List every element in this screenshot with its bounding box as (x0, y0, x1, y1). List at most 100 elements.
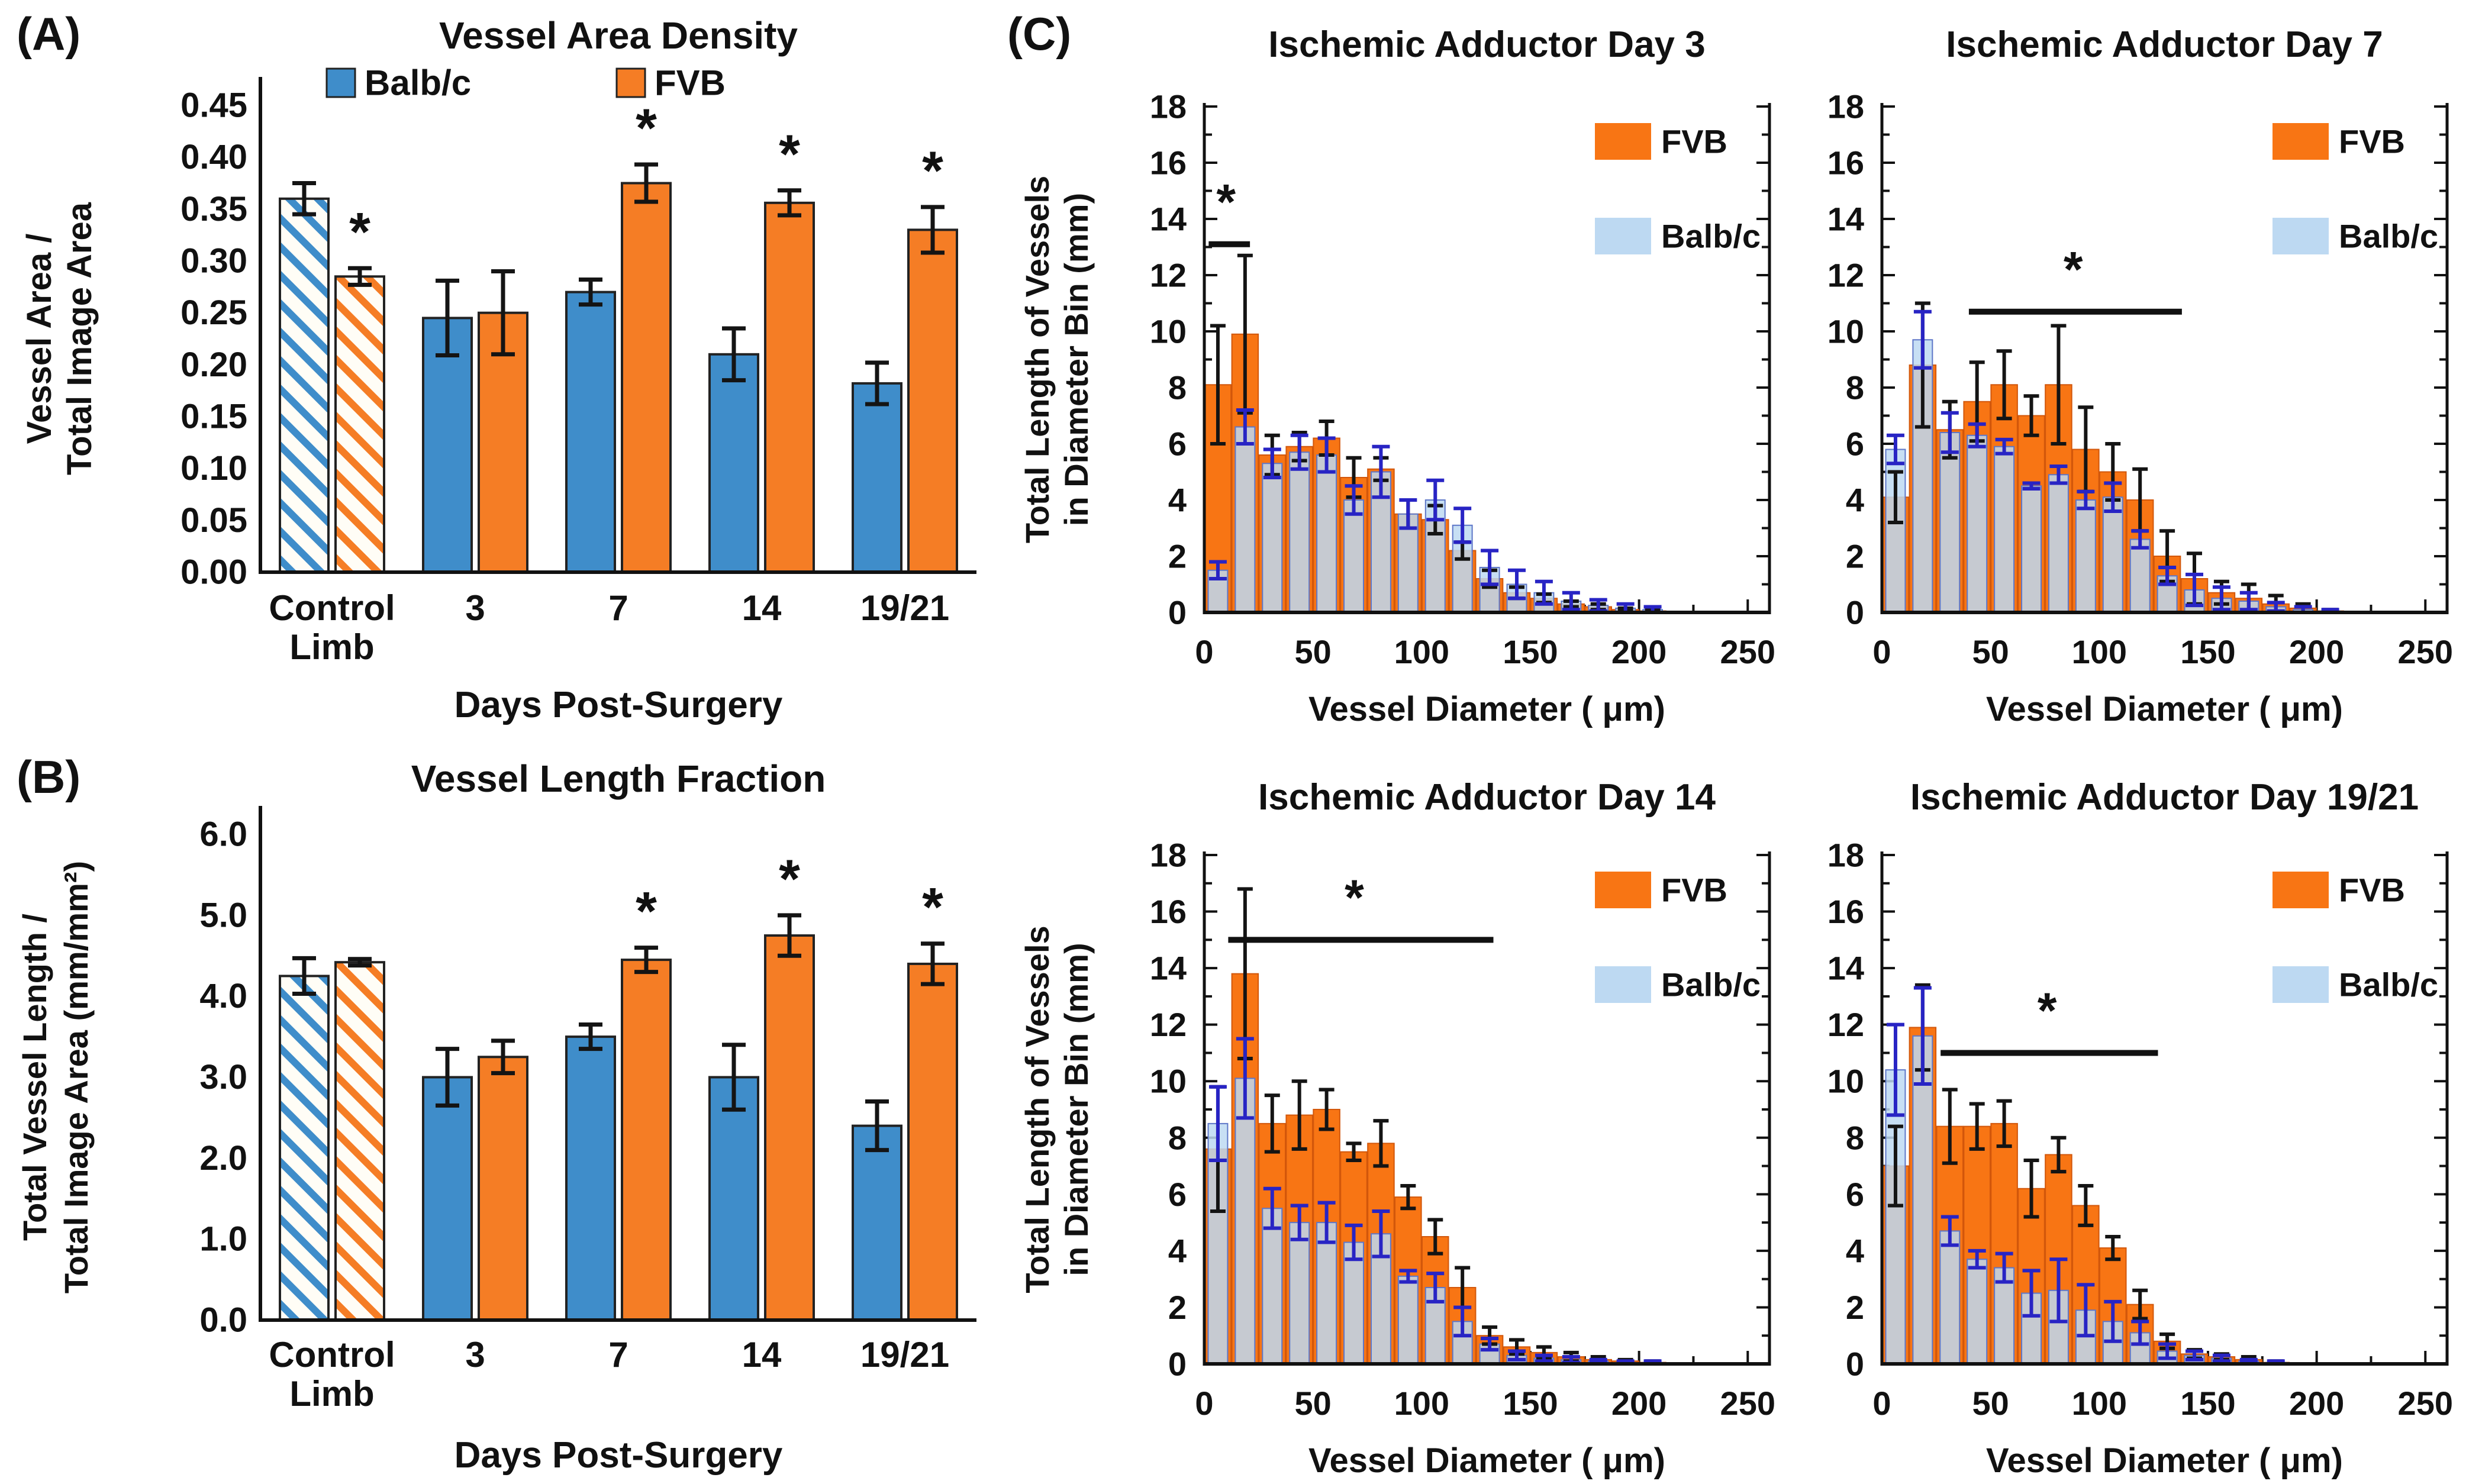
error-bar-Balbc-10 (2158, 1342, 2177, 1360)
hist-bar-Balbc-2 (1939, 1230, 1961, 1365)
y-tick-label: 14 (1150, 201, 1187, 238)
error-bar-FVB-3 (1969, 1102, 1985, 1151)
legend-label-FVB: FVB (2339, 123, 2405, 160)
x-tick-label: 14 (742, 1335, 782, 1375)
x-tick-label: 100 (1394, 1385, 1449, 1422)
significance-star: * (779, 124, 800, 185)
x-tick-label: 150 (1503, 1385, 1558, 1422)
hist-bar-Balbc-6 (2048, 474, 2069, 613)
error-bar-Balbc-4 (1317, 436, 1336, 474)
bar-FVB-Control-Limb (334, 275, 385, 573)
error-bar-Balb/c-0 (292, 956, 316, 996)
legend-label-FVB: FVB (655, 63, 726, 103)
error-bar-Balbc-8 (1426, 478, 1445, 522)
error-bar-FVB-0 (348, 266, 372, 287)
ischemic-adductor-day19-21-chart: Ischemic Adductor Day 19/21 * 0 2 4 6 8 10 12 14 1… (1775, 757, 2482, 1484)
y-tick-label: 2 (1846, 1289, 1864, 1326)
y-tick-label: 0.35 (180, 190, 247, 228)
error-bar-FVB-0 (1887, 1124, 1903, 1208)
significance-star: * (2064, 241, 2083, 297)
error-bar-FVB-5 (2023, 394, 2039, 437)
error-bar-Balb/c-1 (436, 278, 459, 358)
error-bar-FVB-4 (921, 941, 945, 986)
chart-title: Vessel Area Density (439, 14, 798, 57)
error-bar-FVB-0 (1887, 470, 1903, 524)
x-axis-label: Days Post-Surgery (455, 1435, 783, 1476)
x-tick-label: 0 (1872, 633, 1891, 670)
x-tick-label: 100 (1394, 633, 1449, 670)
y-tick-label: 0 (1846, 594, 1864, 631)
y-tick-label: 0.15 (180, 398, 247, 436)
bar-Balb/c-14 (708, 1076, 759, 1321)
error-bar-FVB-8 (1427, 1218, 1443, 1256)
ischemic-adductor-day14-chart: Ischemic Adductor Day 14 Total Length of … (994, 757, 1775, 1484)
bar-FVB-14 (764, 201, 815, 573)
error-bar-Balb/c-3 (722, 326, 746, 383)
panel-c-label: (C) (1007, 8, 1072, 60)
error-bar-Balbc-9 (1453, 507, 1472, 544)
y-axis-label: Total Length of Vessels (1018, 925, 1056, 1293)
x-tick-label: 0 (1195, 633, 1213, 670)
error-bar-Balbc-8 (2104, 1299, 2122, 1343)
error-bar-FVB-0 (348, 957, 372, 968)
y-tick-label: 14 (1150, 950, 1187, 987)
x-axis-label: Vessel Diameter ( μm) (1308, 690, 1665, 728)
x-tick-label: 150 (2180, 633, 2235, 670)
y-tick-label: 5.0 (199, 896, 247, 934)
legend-label-Balb/c: Balb/c (2339, 966, 2438, 1004)
bar-Balb/c-7 (565, 291, 616, 573)
y-tick-label: 10 (1827, 313, 1864, 350)
error-bar-Balb/c-2 (579, 278, 602, 307)
error-bar-Balbc-12 (2212, 585, 2230, 612)
legend-swatch-Balb/c (1595, 218, 1651, 254)
y-tick-label: 18 (1150, 837, 1187, 874)
error-bar-Balbc-13 (2239, 591, 2258, 612)
ischemic-adductor-day3-chart: Ischemic Adductor Day 3 Total Length of V… (994, 0, 1775, 746)
error-bar-Balbc-11 (1508, 568, 1526, 601)
error-bar-Balb/c-2 (579, 1022, 602, 1051)
significance-star: * (349, 202, 370, 262)
hist-bar-Balbc-2 (1939, 432, 1961, 613)
error-bar-Balbc-5 (1345, 1223, 1363, 1262)
ischemic-adductor-day7-chart: Ischemic Adductor Day 7 * 0 2 4 6 8 10 12 14 16 18 0… (1775, 0, 2482, 746)
y-tick-label: 0.45 (180, 86, 247, 125)
legend-swatch-FVB (1595, 123, 1651, 160)
error-bar-FVB-3 (778, 913, 801, 958)
error-bar-Balbc-7 (1399, 498, 1417, 530)
error-bar-Balbc-8 (1426, 1272, 1445, 1304)
error-bar-Balbc-10 (1481, 1337, 1499, 1352)
chart-title: Ischemic Adductor Day 3 (1268, 24, 1706, 65)
error-bar-FVB-6 (2051, 324, 2067, 446)
error-bar-FVB-5 (1346, 1141, 1362, 1162)
error-bar-FVB-6 (1373, 1119, 1389, 1168)
x-tick-label: 50 (1295, 1385, 1332, 1422)
y-tick-label: 4 (1846, 482, 1864, 519)
x-tick-label: 3 (465, 588, 485, 628)
error-bar-FVB-1 (491, 1038, 515, 1076)
significance-star: * (779, 849, 800, 909)
bar-Balb/c-19/21 (852, 1124, 902, 1321)
error-bar-Balbc-0 (1886, 433, 1904, 466)
y-tick-label: 0.25 (180, 293, 247, 332)
y-tick-label: 8 (1846, 369, 1864, 407)
legend-swatch-FVB (2273, 123, 2329, 160)
vessel-area-density-chart: Vessel Area Density Vessel Area / Total Im… (0, 0, 994, 744)
hist-bar-Balbc-9 (2129, 538, 2151, 613)
chart-svg: Ischemic Adductor Day 7 * 0 2 4 6 8 10 12 14 16 18 0… (1827, 24, 2453, 728)
x-tick-label: 3 (465, 1335, 485, 1375)
y-tick-label: 6 (1168, 1176, 1187, 1213)
x-tick-label: 14 (742, 588, 782, 628)
error-bar-Balb/c-1 (436, 1047, 459, 1108)
hist-bar-Balbc-7 (2075, 499, 2096, 613)
x-axis-label: Vessel Diameter ( μm) (1986, 690, 2343, 728)
y-tick-label: 4 (1168, 482, 1187, 519)
hist-bar-Balbc-8 (2102, 496, 2123, 613)
bar-FVB-Control-Limb (334, 961, 385, 1321)
significance-star: * (1216, 174, 1236, 230)
legend-swatch-Balb/c (1595, 966, 1651, 1003)
error-bar-Balbc-2 (1263, 447, 1281, 479)
error-bar-Balbc-3 (1968, 1249, 1986, 1270)
error-bar-Balbc-6 (2049, 1257, 2068, 1324)
y-tick-label: 12 (1827, 1006, 1864, 1043)
y-tick-label: 12 (1150, 1006, 1187, 1043)
